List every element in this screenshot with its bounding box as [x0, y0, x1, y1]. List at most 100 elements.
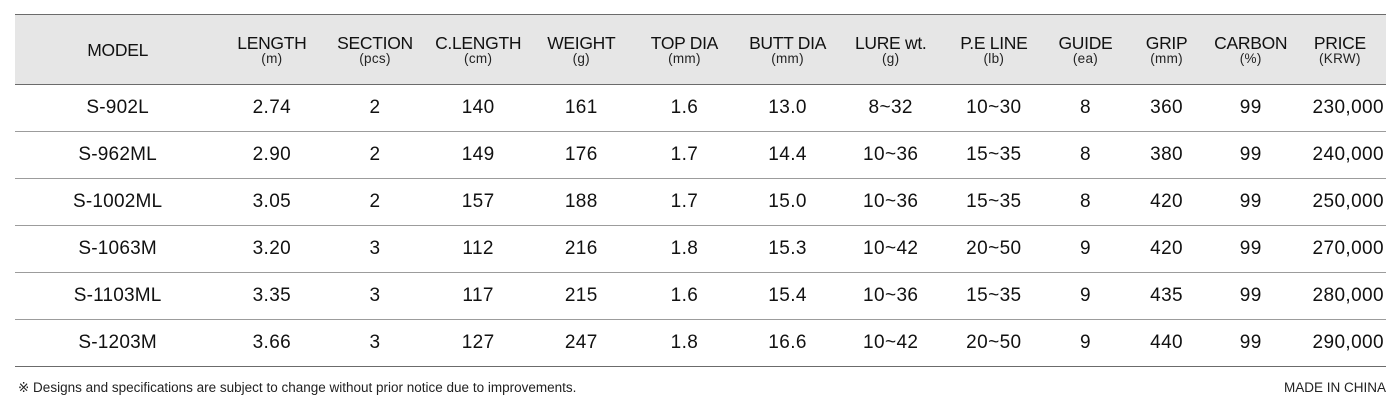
column-header-label: CARBON	[1214, 32, 1288, 53]
column-header-unit: (KRW)	[1319, 50, 1361, 66]
table-cell: 117	[426, 272, 530, 320]
table-cell: 380	[1125, 131, 1208, 179]
column-header-label: TOP DIA	[650, 32, 719, 53]
table-row: S-902L 2.74 2 140 161 1.6 13.0 8~32 10~30 8 360 99 2…	[15, 84, 1386, 132]
table-cell: 14.4	[736, 131, 840, 179]
column-header: BUTT DIA (mm)	[736, 14, 840, 85]
column-header: PRICE (KRW)	[1293, 14, 1386, 85]
table-cell: 230,000	[1293, 84, 1386, 132]
table-cell: 8	[1045, 178, 1126, 226]
table-cell: 99	[1207, 84, 1294, 132]
column-header-unit: (pcs)	[359, 50, 391, 66]
model-cell: S-902L	[15, 84, 221, 132]
table-cell: 8	[1045, 131, 1126, 179]
table-cell: 1.7	[632, 131, 736, 179]
table-cell: 10~42	[839, 225, 943, 273]
table-cell: 99	[1207, 319, 1294, 367]
column-header: TOP DIA (mm)	[632, 14, 736, 85]
column-header-label: GUIDE	[1058, 32, 1113, 53]
model-cell: S-962ML	[15, 131, 221, 179]
column-header: P.E LINE (lb)	[942, 14, 1046, 85]
column-header-label: GRIP	[1145, 32, 1188, 53]
table-cell: 99	[1207, 178, 1294, 226]
table-cell: 20~50	[942, 225, 1046, 273]
model-cell: S-1203M	[15, 319, 221, 367]
table-cell: 3.35	[220, 272, 324, 320]
table-cell: 1.8	[632, 319, 736, 367]
table-cell: 2	[323, 178, 427, 226]
table-cell: 1.6	[632, 272, 736, 320]
disclaimer-note: ※ Designs and specifications are subject…	[18, 380, 577, 395]
table-cell: 247	[529, 319, 633, 367]
table-cell: 3.66	[220, 319, 324, 367]
table-cell: 149	[426, 131, 530, 179]
table-cell: 13.0	[736, 84, 840, 132]
table-cell: 8~32	[839, 84, 943, 132]
table-cell: 420	[1125, 178, 1208, 226]
table-cell: 15~35	[942, 131, 1046, 179]
table-cell: 15.4	[736, 272, 840, 320]
model-cell: S-1103ML	[15, 272, 221, 320]
table-cell: 10~36	[839, 272, 943, 320]
table-cell: 240,000	[1293, 131, 1386, 179]
column-header-unit: (g)	[572, 50, 590, 66]
table-cell: 20~50	[942, 319, 1046, 367]
table-cell: 10~30	[942, 84, 1046, 132]
table-cell: 250,000	[1293, 178, 1386, 226]
column-header-label: P.E LINE	[960, 32, 1028, 53]
table-cell: 2.90	[220, 131, 324, 179]
table-cell: 2.74	[220, 84, 324, 132]
column-header: CARBON (%)	[1207, 14, 1294, 85]
table-cell: 112	[426, 225, 530, 273]
table-cell: 215	[529, 272, 633, 320]
table-cell: 3.05	[220, 178, 324, 226]
table-cell: 420	[1125, 225, 1208, 273]
table-cell: 216	[529, 225, 633, 273]
table-cell: 161	[529, 84, 633, 132]
table-row: S-1063M 3.20 3 112 216 1.8 15.3 10~42 20~50 9 420 9…	[15, 225, 1386, 273]
column-header: LURE wt. (g)	[839, 14, 943, 85]
table-cell: 3	[323, 319, 427, 367]
column-header: MODEL	[15, 14, 221, 85]
table-cell: 270,000	[1293, 225, 1386, 273]
table-cell: 15.3	[736, 225, 840, 273]
table-cell: 157	[426, 178, 530, 226]
table-row: S-1002ML 3.05 2 157 188 1.7 15.0 10~36 15~35 8 420…	[15, 178, 1386, 226]
table-cell: 2	[323, 84, 427, 132]
table-cell: 440	[1125, 319, 1208, 367]
table-cell: 280,000	[1293, 272, 1386, 320]
column-header-unit: (m)	[261, 50, 283, 66]
column-header-unit: (%)	[1239, 50, 1262, 66]
origin-label: MADE IN CHINA	[1283, 380, 1386, 395]
column-header-label: C.LENGTH	[435, 32, 522, 53]
column-header-unit: (mm)	[668, 50, 701, 66]
header-row: MODEL LENGTH (m) SECTION (pcs) C.LENGTH (cm) WE…	[15, 14, 1386, 85]
column-header-unit: (lb)	[983, 50, 1005, 66]
table-cell: 10~36	[839, 131, 943, 179]
column-header-label: SECTION	[337, 32, 413, 53]
column-header: LENGTH (m)	[220, 14, 324, 85]
column-header-label: PRICE	[1313, 32, 1366, 53]
table-cell: 140	[426, 84, 530, 132]
table-cell: 99	[1207, 131, 1294, 179]
table-cell: 1.7	[632, 178, 736, 226]
model-cell: S-1002ML	[15, 178, 221, 226]
table-cell: 10~42	[839, 319, 943, 367]
column-header: C.LENGTH (cm)	[426, 14, 530, 85]
model-cell: S-1063M	[15, 225, 221, 273]
table-cell: 15.0	[736, 178, 840, 226]
table-cell: 10~36	[839, 178, 943, 226]
column-header: GUIDE (ea)	[1045, 14, 1126, 85]
column-header-label: BUTT DIA	[749, 32, 827, 53]
table-cell: 1.8	[632, 225, 736, 273]
table-cell: 9	[1045, 319, 1126, 367]
table-cell: 99	[1207, 272, 1294, 320]
column-header-unit: (mm)	[771, 50, 804, 66]
table-cell: 16.6	[736, 319, 840, 367]
column-header-unit: (mm)	[1150, 50, 1183, 66]
table-cell: 360	[1125, 84, 1208, 132]
spec-table: MODEL LENGTH (m) SECTION (pcs) C.LENGTH (cm) WE…	[15, 14, 1386, 367]
table-cell: 3	[323, 272, 427, 320]
table-cell: 3.20	[220, 225, 324, 273]
table-cell: 9	[1045, 225, 1126, 273]
